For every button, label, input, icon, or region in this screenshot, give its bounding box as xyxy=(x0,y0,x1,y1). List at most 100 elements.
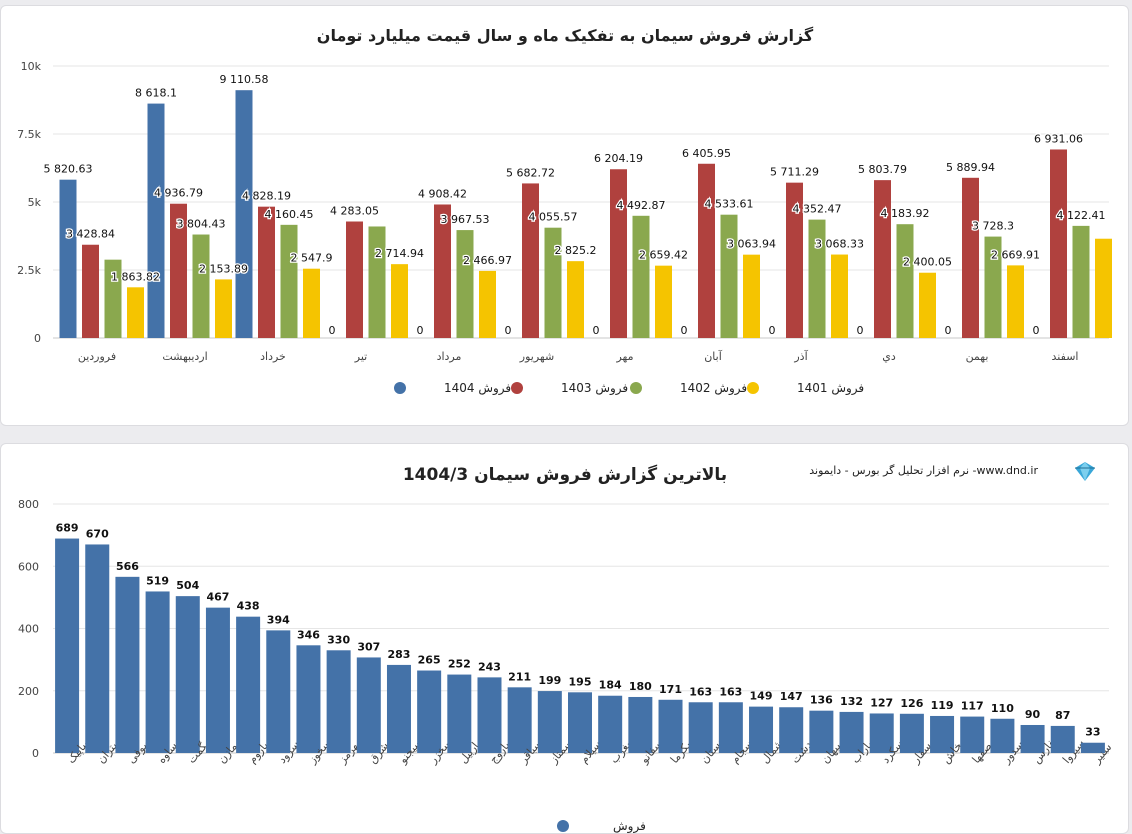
bar xyxy=(145,591,170,753)
bar-0 xyxy=(147,103,165,338)
bar xyxy=(537,691,562,753)
data-label: 163 xyxy=(689,685,712,698)
data-label: 2 547.9 xyxy=(291,252,333,265)
data-label: 2 400.05 xyxy=(903,256,952,269)
data-label: 3 804.43 xyxy=(177,218,226,231)
bar xyxy=(175,596,200,753)
bar-2 xyxy=(632,215,650,338)
bar xyxy=(1050,725,1075,753)
bar xyxy=(628,696,653,753)
data-label: 4 055.57 xyxy=(529,211,578,224)
data-label: 5 820.63 xyxy=(44,163,93,176)
bar-1 xyxy=(874,180,891,338)
data-label: 2 659.42 xyxy=(639,249,688,262)
bar-2 xyxy=(192,234,210,338)
data-label: 467 xyxy=(206,591,229,604)
data-label: 3 967.53 xyxy=(441,213,490,226)
y-tick-label: 7.5k xyxy=(17,128,41,141)
bar xyxy=(749,706,774,753)
x-category-label: مرداد xyxy=(437,350,462,363)
data-label: 127 xyxy=(870,696,893,709)
bar-3 xyxy=(655,265,672,338)
x-category-label: آذر xyxy=(793,349,808,363)
data-label: 2 153.89 xyxy=(199,262,248,275)
y-tick-label: 200 xyxy=(18,685,39,698)
data-label: 566 xyxy=(116,560,139,573)
bar xyxy=(839,711,864,753)
x-category-label: دي xyxy=(882,350,896,363)
bar xyxy=(205,607,230,753)
y-tick-label: 800 xyxy=(18,498,39,511)
data-label: 5 889.94 xyxy=(946,161,995,174)
bar xyxy=(598,695,623,753)
x-category-label: بهمن xyxy=(966,350,989,363)
y-tick-label: 0 xyxy=(34,332,41,345)
x-category-label: تیر xyxy=(354,350,367,363)
top-sales-chart: بالاترین گزارش فروش سیمان 1404/3 0 200 400 6… xyxy=(18,464,1114,833)
data-label: 199 xyxy=(538,674,561,687)
data-label: 195 xyxy=(569,675,592,688)
data-label: 147 xyxy=(780,690,803,703)
x-category-label: فروردین xyxy=(78,350,116,363)
data-label: 132 xyxy=(840,695,863,708)
data-label: 0 xyxy=(681,324,688,337)
data-label: 670 xyxy=(86,527,109,540)
bar-3 xyxy=(919,272,936,338)
bar xyxy=(55,538,80,753)
y-tick-label: 10k xyxy=(21,60,42,73)
top-sales-panel: نرم افزار تحلیل گر بورس - دایموند -www.d… xyxy=(0,443,1129,834)
legend-label: فروش 1402 xyxy=(680,381,747,396)
data-label: 184 xyxy=(599,679,622,692)
bar xyxy=(779,707,804,753)
legend-marker xyxy=(557,820,569,832)
bar-2 xyxy=(1072,225,1090,338)
data-label: 180 xyxy=(629,680,652,693)
bar-1 xyxy=(434,204,451,338)
bar-2 xyxy=(456,230,474,338)
bar-3 xyxy=(1095,238,1112,338)
bar xyxy=(960,716,985,753)
data-label: 330 xyxy=(327,633,350,646)
bar-3 xyxy=(127,287,144,338)
bar-3 xyxy=(215,279,232,338)
bar xyxy=(386,664,411,753)
y-tick-label: 0 xyxy=(32,747,39,760)
data-label: 3 728.3 xyxy=(972,220,1014,233)
bar xyxy=(1080,742,1105,753)
data-label: 4 283.05 xyxy=(330,205,379,218)
legend-label: فروش 1401 xyxy=(797,381,864,396)
data-label: 6 931.06 xyxy=(1034,132,1083,145)
monthly-sales-panel: گزارش فروش سیمان به تفکیک ماه و سال قیمت… xyxy=(0,5,1129,426)
data-label: 2 714.94 xyxy=(375,247,424,260)
data-label: 0 xyxy=(505,324,512,337)
diamond-logo-icon xyxy=(1073,459,1097,487)
data-label: 4 908.42 xyxy=(418,187,467,200)
bar xyxy=(417,670,442,753)
bar-1 xyxy=(170,203,187,338)
bar xyxy=(869,713,894,753)
bar xyxy=(718,702,743,753)
x-category-label: شهریور xyxy=(519,350,554,363)
bar-3 xyxy=(1007,265,1024,338)
bar-2 xyxy=(280,224,298,338)
bar-2 xyxy=(808,219,826,338)
monthly-sales-chart: گزارش فروش سیمان به تفکیک ماه و سال قیمت… xyxy=(17,26,1112,396)
data-label: 283 xyxy=(387,648,410,661)
bar-1 xyxy=(962,177,979,338)
bar-3 xyxy=(831,254,848,338)
bar xyxy=(899,713,924,753)
bar xyxy=(296,645,321,753)
bar xyxy=(507,687,532,753)
data-label: 136 xyxy=(810,694,833,707)
data-label: 0 xyxy=(1033,324,1040,337)
legend-marker xyxy=(630,382,642,394)
bar-1 xyxy=(258,206,275,338)
data-label: 4 533.61 xyxy=(705,198,754,211)
brand-text: نرم افزار تحلیل گر بورس - دایموند -www.d… xyxy=(809,464,1038,477)
bar-1 xyxy=(1050,149,1067,338)
data-label: 3 068.33 xyxy=(815,238,864,251)
x-category-label: اردیبهشت xyxy=(162,350,207,363)
bar-2 xyxy=(104,259,122,338)
bar xyxy=(326,650,351,753)
y-tick-label: 400 xyxy=(18,623,39,636)
